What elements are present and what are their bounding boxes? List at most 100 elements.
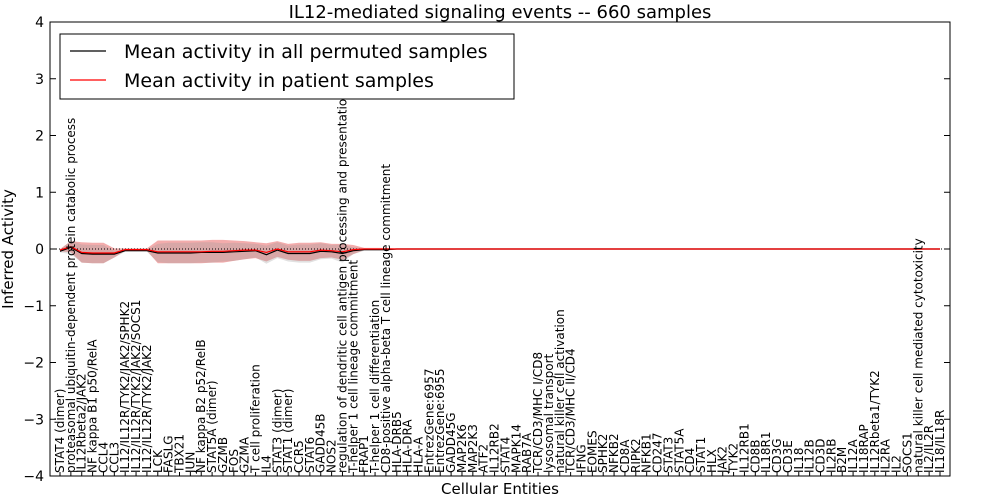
category-label: natural killer cell activation <box>553 309 567 473</box>
category-label: FRAP1 <box>357 435 371 473</box>
category-label: STAT1 <box>694 437 708 473</box>
category-label: IL12/IL12R/TYK2/JAK2 <box>140 344 154 473</box>
category-label: IL12/IL12R/TYK2/JAK2/SPHK2 <box>118 301 132 473</box>
category-label: MAPK14 <box>509 424 523 473</box>
legend-label-permuted: Mean activity in all permuted samples <box>124 41 487 63</box>
category-label: SPHK2 <box>596 434 610 473</box>
category-label: natural killer cell mediated cytotoxicit… <box>911 238 925 473</box>
category-label: FOS <box>227 449 241 473</box>
category-label: MAP2K6 <box>455 424 469 473</box>
category-label: T cell proliferation <box>249 364 263 474</box>
legend-box <box>59 33 515 100</box>
category-label: CD3D <box>814 439 828 474</box>
category-label: IL12A <box>846 439 860 473</box>
category-label: lysosomal transport <box>542 353 556 473</box>
series-line-1 <box>59 246 940 254</box>
category-label: IL2/IL2R <box>922 425 936 473</box>
category-label: CD8-positive alpha-beta T cell lineage c… <box>379 164 393 473</box>
series-band-0 <box>60 240 940 264</box>
category-label: HLA-DRB5 <box>390 411 404 473</box>
category-label: STAT5A (dimer) <box>205 380 219 473</box>
category-label: JAK2 <box>716 446 730 474</box>
category-label: GZMB <box>216 437 230 473</box>
category-label: EntrezGene:6955 <box>433 369 447 474</box>
y-tick-label: 1 <box>35 185 44 201</box>
chart-title: IL12-mediated signaling events -- 660 sa… <box>289 2 712 23</box>
category-label: STAT4 <box>498 437 512 473</box>
category-label: CCL4 <box>97 442 111 473</box>
category-label: STAT1 (dimer) <box>281 389 295 473</box>
category-label: CCR5 <box>292 440 306 473</box>
y-tick-label: 0 <box>35 242 44 258</box>
category-label: EntrezGene:6957 <box>422 369 436 474</box>
category-label: GZMA <box>238 436 252 473</box>
category-label: IL18RAP <box>857 424 871 473</box>
category-label: B2M <box>835 447 849 473</box>
category-label: GADD45B <box>314 414 328 474</box>
category-label: STAT6 <box>303 437 317 473</box>
category-label: ATF2 <box>477 444 491 473</box>
y-tick-label: 2 <box>35 129 44 145</box>
y-tick-label: −3 <box>23 412 44 428</box>
category-label: JUN <box>183 452 197 474</box>
plot-area: −4 −3 −2 −1 0 1 2 3 4 STAT4 (dimer)proteasomal ub… <box>23 15 951 485</box>
category-label: HLA-A <box>412 436 426 473</box>
category-label: proteasomal ubiquitin-dependent protein … <box>64 118 78 473</box>
category-label: IFNG <box>575 444 589 473</box>
category-label: STAT3 <box>661 437 675 473</box>
category-label: IL12B <box>803 439 817 473</box>
category-label: IL2RA <box>879 438 893 473</box>
category-label: IL12Rbeta1/TYK2 <box>868 370 882 473</box>
category-label: IL18R1 <box>759 432 773 473</box>
legend: Mean activity in all permuted samples Me… <box>59 33 515 100</box>
category-label: NFKB2 <box>607 433 621 473</box>
category-label: FASLG <box>162 435 176 473</box>
category-label: CD3G <box>770 438 784 473</box>
category-label: TBX21 <box>173 434 187 474</box>
category-label: regulation of dendritic cell antigen pro… <box>336 91 350 473</box>
category-label: NFKB1 <box>640 433 654 473</box>
category-label: IL2RB <box>824 439 838 473</box>
category-label: STAT5A <box>672 428 686 473</box>
category-label: TCR/CD3/MHC I/CD8 <box>531 352 545 474</box>
category-label: IL12RB1 <box>737 423 751 473</box>
category-label: RIPK2 <box>629 438 643 473</box>
category-label: NOS2 <box>325 439 339 473</box>
category-label: CD3E <box>781 440 795 473</box>
category-label: NF kappa B2 p52/RelB <box>194 339 208 473</box>
category-label: IL12Rbeta2/JAK2 <box>75 373 89 473</box>
y-tick-label: −2 <box>23 356 44 372</box>
category-label: IL12RB2 <box>488 423 502 473</box>
category-label: IL12/IL12R/TYK2/JAK2/SOCS1 <box>129 300 143 473</box>
y-tick-label: 4 <box>35 15 44 31</box>
category-label: TYK2 <box>727 443 741 474</box>
category-label: CD8A <box>618 439 632 473</box>
category-label: NF kappa B1 p50/RelA <box>86 339 100 473</box>
category-label: IL18/IL18R <box>933 410 947 473</box>
category-label: RAB7A <box>520 432 534 473</box>
category-label: CCL3 <box>107 442 121 473</box>
category-label: IL2 <box>890 455 904 473</box>
category-label: CD247 <box>651 432 665 473</box>
category-label: TCR/CD3/MHC II/CD4 <box>564 348 578 474</box>
category-label: SOCS1 <box>900 432 914 473</box>
x-axis-title: Cellular Entities <box>441 480 559 498</box>
category-label: HLA-DRA <box>401 419 415 473</box>
category-label: LCK <box>151 449 165 473</box>
y-tick-label: 3 <box>35 72 44 88</box>
category-label: T-helper 1 cell differentiation <box>368 300 382 474</box>
category-label: CD8B <box>748 440 762 474</box>
category-label: GADD45G <box>444 412 458 473</box>
y-tick-label: −4 <box>23 469 44 485</box>
legend-label-patient: Mean activity in patient samples <box>124 70 434 92</box>
category-label: MAP2K3 <box>466 424 480 473</box>
y-axis-title: Inferred Activity <box>0 189 17 309</box>
category-label: STAT4 (dimer) <box>53 389 67 473</box>
category-label: HLX <box>705 449 719 473</box>
category-label: STAT3 (dimer) <box>270 389 284 473</box>
category-label: T-helper 1 cell lineage commitment <box>346 260 360 474</box>
series-band-1 <box>60 239 940 264</box>
category-label: EOMES <box>585 430 599 473</box>
y-tick-label: −1 <box>23 299 44 315</box>
